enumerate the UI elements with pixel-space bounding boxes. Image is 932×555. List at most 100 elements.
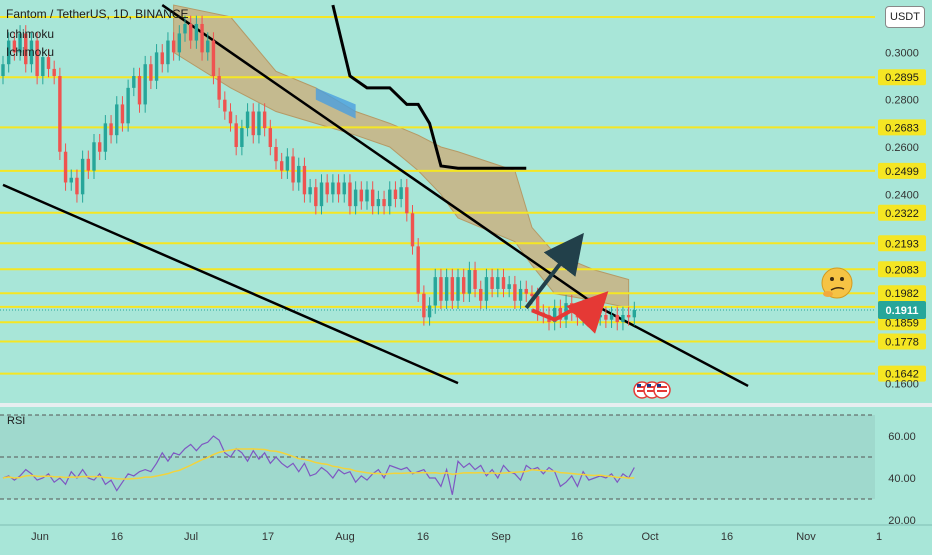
candle-body [399,187,403,200]
trendline [2,183,459,385]
level-label-box [878,204,926,221]
candle-body [342,182,346,195]
candle-body [166,40,170,65]
candle-body [92,142,96,171]
event-flag-canton [647,384,651,387]
candle-body [615,314,619,323]
candle-body [29,40,34,65]
candle-body [35,40,39,77]
economic-event-flag-icon[interactable] [653,381,671,399]
candle-body [479,288,483,301]
candle-body [598,314,602,318]
candle-body [444,277,449,301]
candle-body [302,165,307,195]
candle-body [86,158,91,171]
candle-body [461,277,466,294]
candle-body [80,158,85,195]
level-label: 0.1982 [885,288,919,300]
candle-body [388,189,392,207]
candle-body [223,99,227,112]
candle-body [433,277,437,306]
event-flag-stripe [657,390,667,392]
indicator-label-ichimoku-1[interactable]: Ichimoku [6,27,55,41]
candle-body [234,123,238,147]
candle-body [200,23,204,53]
thinking-face-eye-right [840,277,844,281]
candle-body [137,76,142,105]
current-price-label: 0.1911 [885,305,918,317]
level-label-box [878,261,926,278]
candle-body [41,57,45,77]
candle-body [456,277,460,301]
candle-body [103,123,108,152]
candle-body [314,187,318,207]
candle-body [410,213,415,247]
candle-body [496,277,500,289]
candle-body [46,57,51,69]
candle-body [382,199,386,207]
candle-body [490,277,494,289]
level-label: 0.2193 [885,238,919,250]
level-label-box [878,285,926,302]
level-label-box [878,235,926,252]
candle-body [6,40,11,65]
indicator-label-ichimoku-2[interactable]: Ichimoku [6,45,55,59]
candle-body [279,161,284,171]
pane-separator[interactable] [0,403,932,407]
projection-arrow-up[interactable] [524,232,584,310]
currency-button[interactable]: USDT [885,6,925,28]
event-flag-stripe [637,390,647,392]
candle-body [467,270,472,294]
rsi-label[interactable]: RSI [7,415,25,427]
price-tick-label: 0.2400 [885,189,919,201]
candle-body [621,314,625,323]
candle-body [262,111,267,129]
candle-body [177,33,182,53]
candle-body [132,76,136,88]
candle-body [348,182,352,207]
candle-body [308,187,312,195]
level-label-box [878,69,926,86]
candle-body [353,189,358,207]
ichimoku-cloud-bearish [315,87,356,119]
candle-body [12,40,17,53]
level-label: 0.1859 [885,317,919,329]
thinking-face-head [821,267,853,299]
projection-arrow-zigzag[interactable] [531,291,609,334]
candle-body [604,314,608,320]
candle-body [626,314,631,318]
symbol-title: Fantom / TetherUS, 1D, BINANCE [6,7,189,21]
candle-body [228,111,233,124]
level-label-box [878,365,926,382]
level-label: 0.2683 [885,122,919,134]
level-label: 0.1778 [885,336,919,348]
time-tick-label: 1 [876,531,882,543]
candle-body [97,142,102,152]
level-label-box [878,162,926,179]
candle-body [507,284,511,289]
candle-body [524,288,528,294]
candle-body [331,182,335,195]
event-flag-canton [637,384,641,387]
candle-body [52,68,56,77]
trendline [599,306,749,388]
thinking-face-mouth [830,286,845,291]
candle-body [325,182,329,195]
price-tick-label: 0.3000 [885,47,919,59]
candle-body [291,156,295,183]
rsi-tick-label: 60.00 [888,431,916,443]
current-price-box [878,301,926,319]
time-tick-label: Aug [335,531,355,543]
candle-body [120,104,125,124]
time-tick-label: Nov [796,531,816,543]
time-tick-label: 16 [571,531,583,543]
candle-body [206,40,210,53]
candle-body [183,23,187,34]
candle-body [632,310,637,318]
event-flag-stripe [647,390,657,392]
candle-body [518,288,523,301]
candle-body [530,293,534,297]
rsi-tick-label: 20.00 [888,515,916,527]
